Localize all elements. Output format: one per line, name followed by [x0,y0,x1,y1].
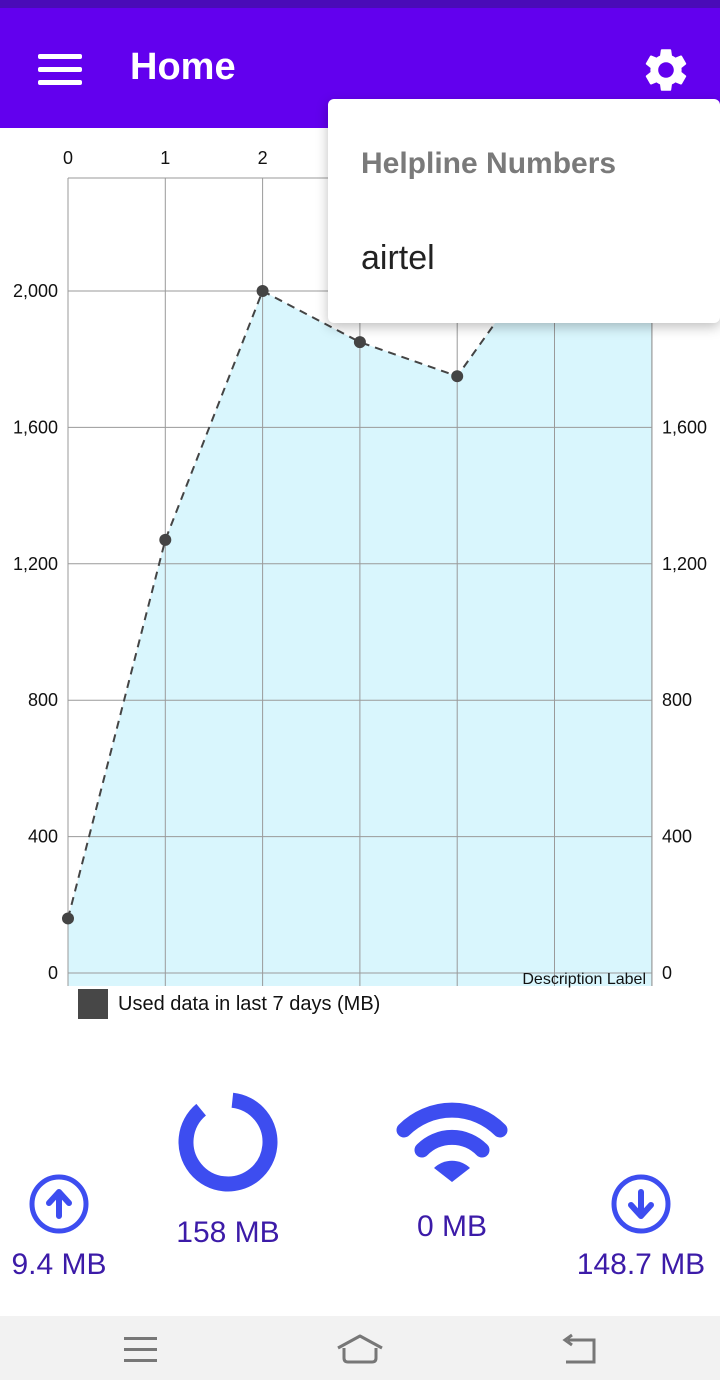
upload-value: 9.4 MB [11,1248,107,1281]
upload-stat: 9.4 MB [0,1172,118,1282]
y-right-tick-label: 0 [662,963,672,983]
settings-dropdown-menu: Helpline Numbers airtel [328,99,720,323]
y-left-tick-label: 2,000 [13,281,58,301]
page-title: Home [130,46,236,88]
chart-data-point [353,336,366,349]
y-left-tick-label: 0 [48,963,58,983]
x-tick-label: 0 [63,148,73,168]
chart-data-point [256,285,269,297]
recent-apps-icon[interactable] [116,1330,166,1370]
wifi-value: 0 MB [416,1210,488,1243]
y-left-tick-label: 400 [28,827,58,847]
donut-ring-icon [178,1092,278,1192]
total-value: 158 MB [176,1216,280,1249]
chart-data-point [159,533,172,546]
dropdown-item-airtel[interactable]: airtel [361,239,435,277]
y-left-tick-label: 1,600 [13,417,58,437]
total-stat: 158 MB [168,1090,288,1250]
back-icon[interactable] [556,1330,606,1370]
y-left-tick-label: 800 [28,690,58,710]
y-right-tick-label: 1,200 [662,554,707,574]
home-icon[interactable] [335,1330,385,1370]
y-left-tick-label: 1,200 [13,554,58,574]
download-arrow-icon [611,1174,671,1234]
wifi-icon [396,1102,508,1182]
upload-arrow-icon [29,1174,89,1234]
chart-legend: Used data in last 7 days (MB) [78,989,380,1019]
chart-data-point [451,370,464,383]
y-right-tick-label: 400 [662,827,692,847]
legend-label: Used data in last 7 days (MB) [118,992,381,1015]
dropdown-header: Helpline Numbers [361,147,617,180]
gear-icon[interactable] [640,44,692,96]
hamburger-menu-icon[interactable] [30,46,90,92]
y-right-tick-label: 1,600 [662,417,707,437]
chart-description-label: Description Label [522,971,646,988]
x-tick-label: 2 [258,148,268,168]
status-bar [0,0,720,8]
download-value: 148.7 MB [576,1248,706,1281]
chart-data-point [62,912,74,925]
wifi-stat: 0 MB [382,1100,522,1244]
legend-color-box [78,989,108,1019]
x-tick-label: 1 [160,148,170,168]
download-stat: 148.7 MB [566,1172,716,1282]
y-right-tick-label: 800 [662,690,692,710]
system-nav-bar [0,1316,720,1380]
